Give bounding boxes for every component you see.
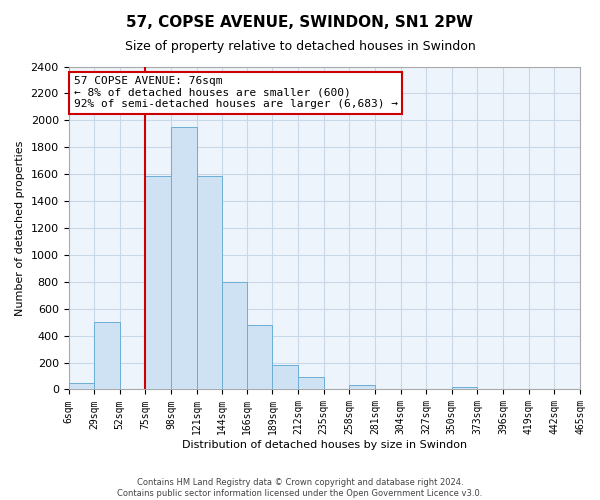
Bar	[452, 387, 478, 390]
Bar	[349, 386, 375, 390]
Bar	[94, 322, 120, 390]
Bar	[197, 176, 223, 390]
Bar	[272, 364, 298, 390]
Y-axis label: Number of detached properties: Number of detached properties	[15, 140, 25, 316]
Text: Size of property relative to detached houses in Swindon: Size of property relative to detached ho…	[125, 40, 475, 53]
X-axis label: Distribution of detached houses by size in Swindon: Distribution of detached houses by size …	[182, 440, 467, 450]
Bar	[68, 382, 94, 390]
Text: 57 COPSE AVENUE: 76sqm
← 8% of detached houses are smaller (600)
92% of semi-det: 57 COPSE AVENUE: 76sqm ← 8% of detached …	[74, 76, 398, 110]
Bar	[145, 176, 171, 390]
Bar	[223, 282, 247, 390]
Bar	[171, 127, 197, 390]
Text: 57, COPSE AVENUE, SWINDON, SN1 2PW: 57, COPSE AVENUE, SWINDON, SN1 2PW	[127, 15, 473, 30]
Bar	[247, 325, 272, 390]
Bar	[298, 378, 324, 390]
Text: Contains HM Land Registry data © Crown copyright and database right 2024.
Contai: Contains HM Land Registry data © Crown c…	[118, 478, 482, 498]
